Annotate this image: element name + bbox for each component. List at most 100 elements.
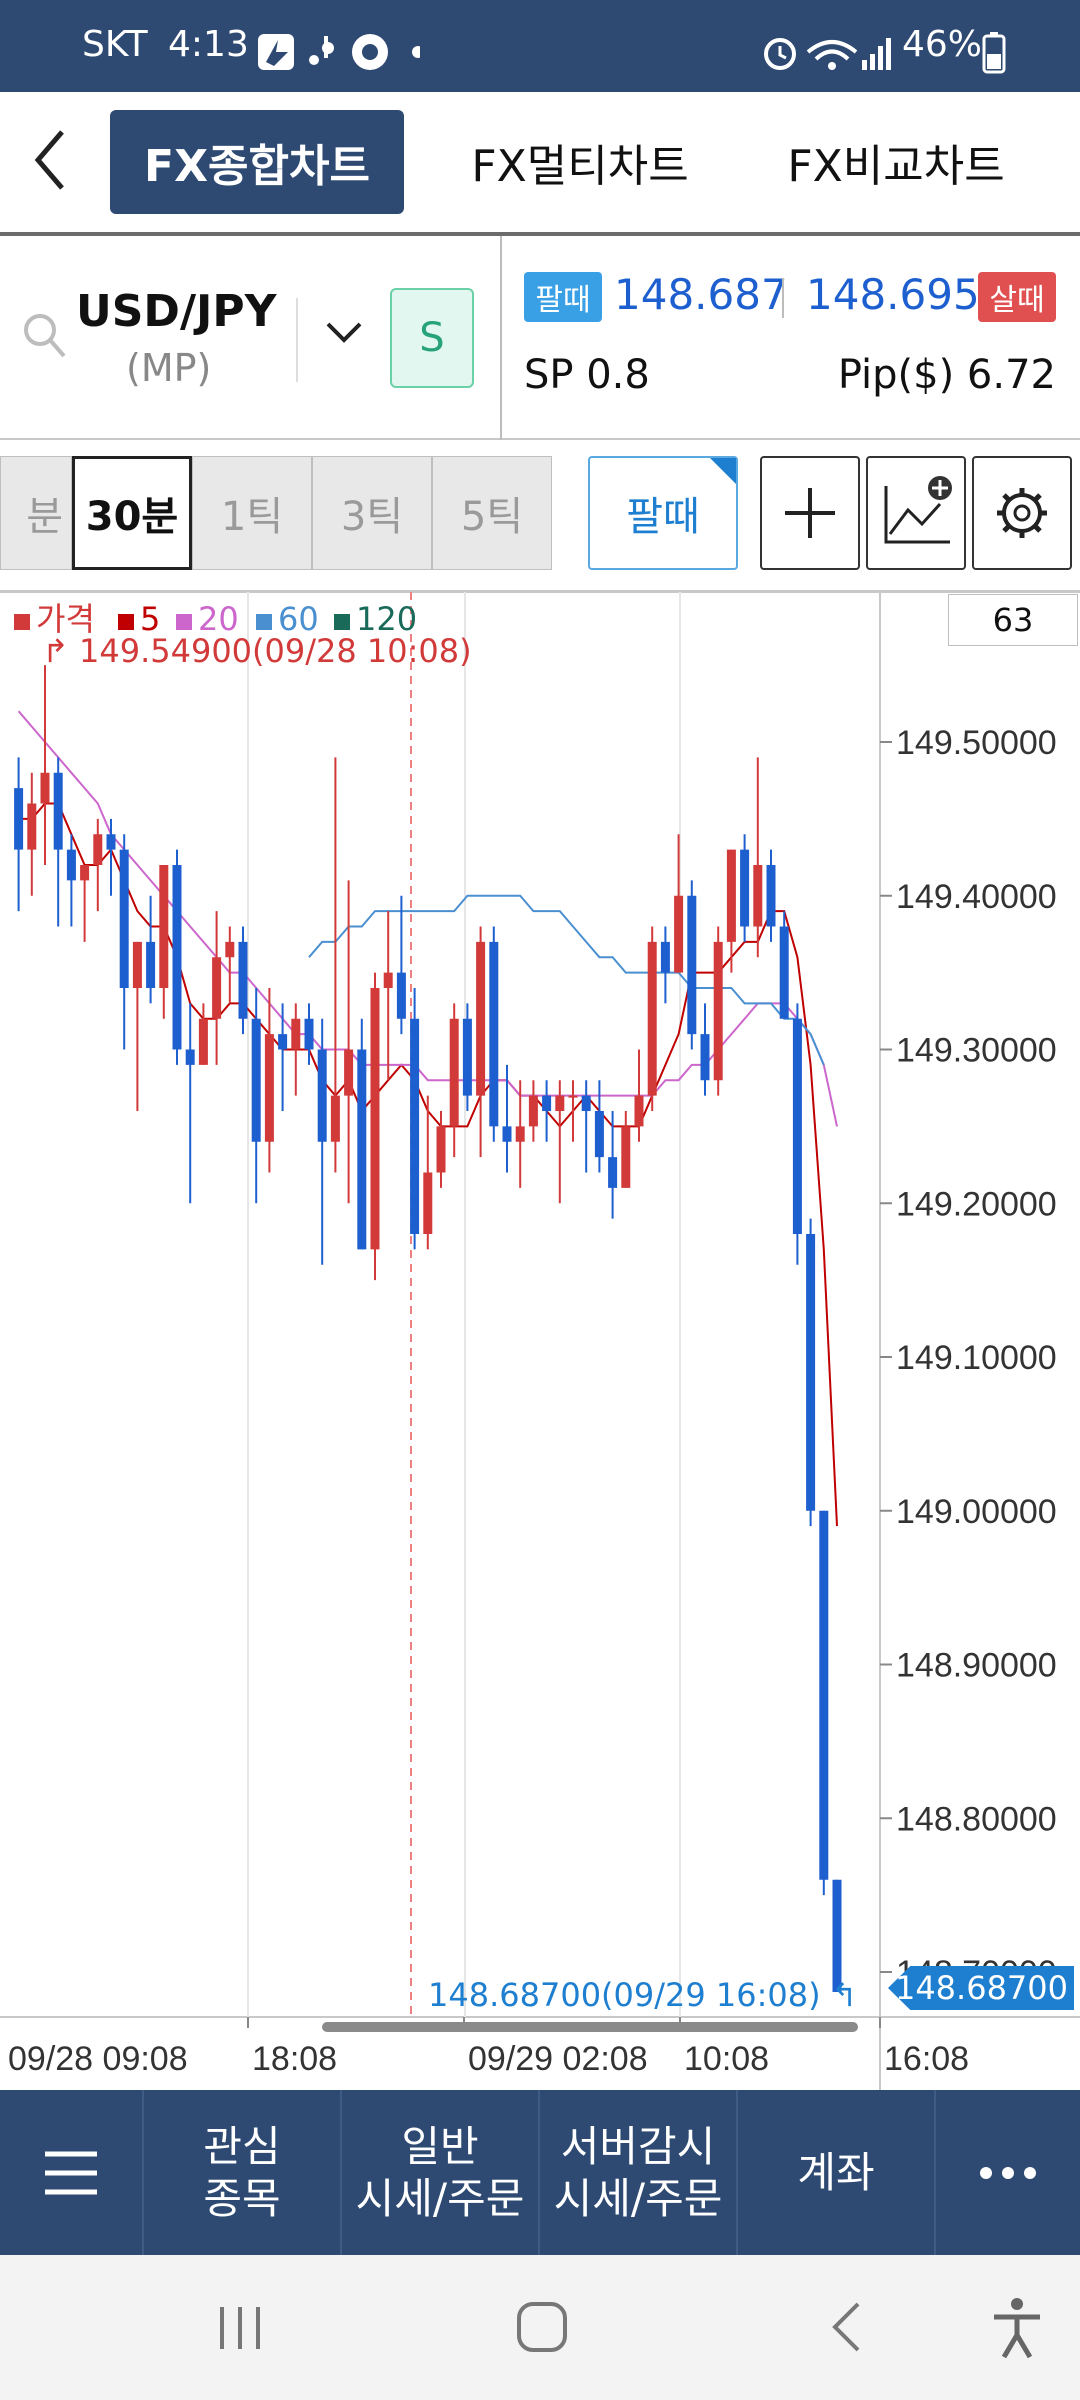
nav-account[interactable]: 계좌 [738,2090,936,2255]
crosshair-button[interactable] [760,456,860,570]
candle-body [528,1095,538,1127]
candle [740,834,750,942]
price-chart[interactable]: 149.50000 149.40000 149.30000 149.20000 149.… [0,591,1080,2090]
home-icon[interactable] [516,2301,568,2353]
candle [330,757,340,1173]
candle [674,834,684,973]
candle [80,865,90,942]
timeframe-minute[interactable]: 분 [0,456,72,570]
candle-body [674,895,684,973]
back-icon[interactable] [830,2301,862,2353]
nav-general-quote-order[interactable]: 일반 시세/주문 [342,2090,540,2255]
symbol-pair[interactable]: USD/JPY [76,286,277,337]
battery-percent: 46% [902,24,983,65]
tab-fx-combined-chart[interactable]: FX종합차트 [110,110,404,214]
candle-body [291,1018,301,1050]
add-indicator-button[interactable] [866,456,966,570]
buy-price: 148.695 [806,270,980,319]
s-button[interactable]: S [390,288,474,388]
candle-body [740,849,750,927]
timeframe-30min[interactable]: 30분 [72,456,192,570]
candle-body [40,772,50,804]
candle-count-box[interactable]: 63 [948,594,1078,646]
spread-label: SP 0.8 [524,352,650,398]
tab-fx-compare-chart[interactable]: FX비교차트 [787,141,1005,192]
candle [27,772,37,896]
candle-body [304,1018,314,1050]
low-price-label: 148.68700(09/29 16:08) ↰ [428,1976,858,2014]
carrier-label: SKT [82,24,148,65]
legend-label-20: 20 [198,600,239,638]
sell-price: 148.687 [614,270,788,319]
horizontal-scrollbar[interactable] [322,2022,858,2032]
candle [779,911,789,1019]
search-icon[interactable] [22,312,66,360]
candle [766,849,776,942]
candle-body [119,849,129,988]
candle-body [172,865,182,1050]
candle [608,1111,618,1219]
timeframe-3tick[interactable]: 3틱 [312,456,432,570]
system-status-icons [764,38,891,70]
candle [436,1111,446,1188]
candle [225,926,235,1004]
buy-badge: 살때 [978,272,1056,322]
x-axis: 09/28 09:08 18:08 09/29 02:08 10:08 16:08 [8,2017,969,2078]
ma-line-60 [308,894,825,1066]
candle-body [700,1034,710,1081]
y-tick-label: 148.90000 [896,1647,1057,1685]
candle-body [410,1018,420,1234]
nav-server-watch-quote-order[interactable]: 서버감시 시세/주문 [540,2090,738,2255]
accessibility-icon[interactable] [990,2295,1044,2359]
more-dots-icon [980,2166,1036,2179]
candle-body [713,941,723,1081]
menu-button[interactable] [0,2090,144,2255]
more-button[interactable] [936,2090,1080,2255]
x-tick-label: 16:08 [884,2040,969,2078]
candle [93,818,103,912]
candle-body [106,834,116,850]
x-tick-label: 09/29 02:08 [468,2040,648,2078]
candle [146,895,156,1004]
y-tick-label: 148.80000 [896,1800,1057,1838]
candle [806,1218,816,1527]
candle-body [462,1018,472,1096]
candle-body [792,1018,802,1234]
candle [515,1080,525,1188]
nav-watchlist[interactable]: 관심 종목 [144,2090,342,2255]
candle [251,988,261,1204]
back-arrow-icon[interactable] [30,128,70,192]
symbol-subtitle: (MP) [126,346,212,390]
candle-body [53,772,63,850]
settings-button[interactable] [972,456,1072,570]
recent-apps-icon[interactable] [216,2305,266,2351]
sell-side-button[interactable]: 팔때 [588,456,738,570]
pip-value: Pip($) 6.72 [837,352,1056,398]
legend-label-60: 60 [278,600,319,638]
candle-body [766,865,776,927]
candle-body [489,941,499,1127]
timeframe-5tick[interactable]: 5틱 [432,456,552,570]
candle [53,757,63,927]
candle [502,1064,512,1173]
tab-fx-multi-chart[interactable]: FX멀티차트 [471,141,689,192]
chart-toolbar: 분 30분 1틱 3틱 5틱 팔때 [0,440,1080,592]
candle [753,757,763,958]
candle-body [449,1018,459,1127]
timeframe-1tick[interactable]: 1틱 [192,456,312,570]
candle-body [317,1049,327,1142]
candle-body [330,1095,340,1142]
system-navigation-bar [0,2255,1080,2400]
chevron-down-icon[interactable] [324,320,364,344]
candle [660,926,670,1004]
candle-body [198,1018,208,1065]
candle [726,849,736,973]
candle [370,972,380,1281]
y-tick-label: 149.20000 [896,1185,1057,1223]
nav-watchlist-line2: 종목 [203,2173,281,2223]
candle [555,1080,565,1204]
candle [172,849,182,1065]
candle [278,1003,288,1111]
candle [476,926,486,1158]
nav-general-line2: 시세/주문 [355,2173,525,2223]
